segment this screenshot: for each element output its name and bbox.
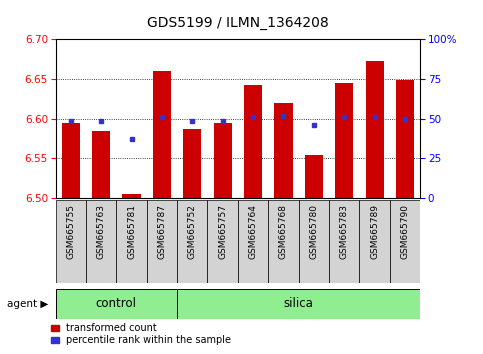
Bar (366, 61, 384, 198)
Text: control: control (96, 297, 137, 310)
Bar (62, 122, 80, 198)
Bar (244, 85, 262, 198)
Text: GSM665789: GSM665789 (370, 204, 379, 259)
Text: GSM665768: GSM665768 (279, 204, 288, 259)
Text: GDS5199 / ILMN_1364208: GDS5199 / ILMN_1364208 (147, 16, 329, 30)
Text: GSM665781: GSM665781 (127, 204, 136, 259)
Bar (396, 80, 414, 198)
FancyBboxPatch shape (238, 200, 268, 283)
Text: GSM665790: GSM665790 (400, 204, 410, 259)
FancyBboxPatch shape (268, 200, 298, 283)
Bar (335, 83, 354, 198)
Text: agent ▶: agent ▶ (7, 298, 49, 309)
Text: GSM665783: GSM665783 (340, 204, 349, 259)
FancyBboxPatch shape (298, 200, 329, 283)
Bar (305, 155, 323, 198)
FancyBboxPatch shape (116, 200, 147, 283)
FancyBboxPatch shape (208, 200, 238, 283)
Text: GSM665787: GSM665787 (157, 204, 167, 259)
FancyBboxPatch shape (56, 289, 177, 319)
Text: GSM665755: GSM665755 (66, 204, 75, 259)
Text: GSM665780: GSM665780 (309, 204, 318, 259)
Bar (183, 129, 201, 198)
FancyBboxPatch shape (359, 200, 390, 283)
FancyBboxPatch shape (86, 200, 116, 283)
FancyBboxPatch shape (147, 200, 177, 283)
Bar (122, 194, 141, 198)
Text: silica: silica (284, 297, 313, 310)
FancyBboxPatch shape (390, 200, 420, 283)
Bar (92, 131, 110, 198)
Bar (153, 71, 171, 198)
FancyBboxPatch shape (177, 289, 420, 319)
FancyBboxPatch shape (177, 200, 208, 283)
Text: GSM665763: GSM665763 (97, 204, 106, 259)
FancyBboxPatch shape (56, 200, 86, 283)
Legend: transformed count, percentile rank within the sample: transformed count, percentile rank withi… (51, 324, 231, 346)
Text: GSM665764: GSM665764 (249, 204, 257, 259)
Text: GSM665757: GSM665757 (218, 204, 227, 259)
FancyBboxPatch shape (329, 200, 359, 283)
Text: GSM665752: GSM665752 (188, 204, 197, 259)
Bar (213, 122, 232, 198)
Bar (274, 103, 293, 198)
